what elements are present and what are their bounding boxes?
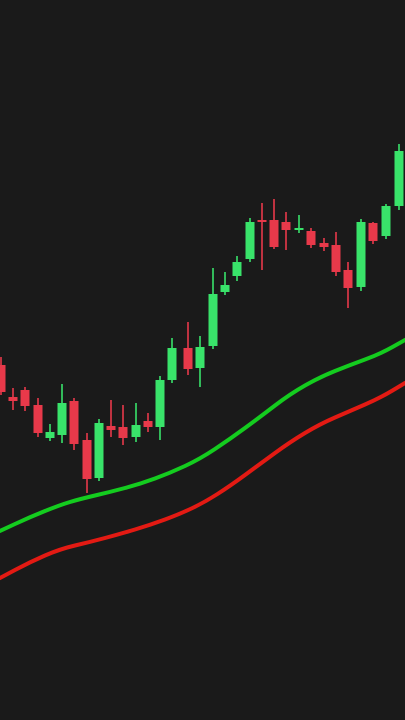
candle [208, 268, 218, 349]
candle-body-bullish [57, 403, 67, 435]
candles-layer [0, 144, 404, 493]
candle [33, 398, 43, 437]
candle [0, 357, 6, 395]
candle [82, 433, 92, 493]
candle-body-bullish [356, 222, 366, 287]
candle-body-bullish [195, 347, 205, 368]
candle [57, 384, 67, 443]
candle-body-bullish [394, 151, 404, 206]
candle [394, 144, 404, 210]
candle-body-bearish [33, 405, 43, 433]
candle-body-bearish [257, 220, 267, 222]
candle-body-bearish [368, 223, 378, 241]
candle-body-bearish [331, 245, 341, 272]
candle-body-bullish [232, 262, 242, 276]
candle-body-bearish [343, 270, 353, 288]
candle [269, 199, 279, 249]
candle [319, 238, 329, 251]
candle [45, 424, 55, 441]
candle [331, 232, 341, 276]
candle [343, 262, 353, 308]
candle-body-bearish [82, 440, 92, 479]
candle [306, 228, 316, 248]
candle [106, 400, 116, 437]
candle [20, 387, 30, 411]
candle-body-bearish [0, 365, 6, 392]
candle-body-bearish [69, 401, 79, 444]
moving-average-fast-line [0, 338, 405, 533]
candle [94, 419, 104, 481]
candle-body-bullish [131, 425, 141, 437]
candle [118, 405, 128, 445]
candle [281, 212, 291, 250]
candle-body-bearish [306, 231, 316, 245]
candle [183, 322, 193, 375]
candle [232, 256, 242, 281]
candle-body-bearish [8, 397, 18, 401]
candle [131, 403, 141, 442]
candle-body-bullish [294, 228, 304, 230]
candle-body-bullish [245, 222, 255, 259]
candle-body-bearish [143, 421, 153, 427]
candle [245, 218, 255, 262]
candle-body-bearish [319, 243, 329, 247]
moving-average-slow-line [0, 381, 405, 580]
candle-body-bullish [155, 380, 165, 427]
candle [195, 336, 205, 387]
moving-average-layer [0, 338, 405, 580]
candle-body-bullish [45, 432, 55, 438]
candle-body-bearish [106, 426, 116, 430]
candle [155, 376, 165, 440]
candle-body-bearish [20, 390, 30, 406]
candle-body-bearish [183, 348, 193, 369]
candle [8, 388, 18, 410]
candle-body-bullish [94, 423, 104, 478]
candle [294, 215, 304, 233]
candle-body-bullish [208, 294, 218, 346]
candle-body-bullish [167, 348, 177, 380]
candle [69, 398, 79, 450]
candle [381, 204, 391, 239]
candle [167, 338, 177, 383]
candle [220, 272, 230, 295]
candle-body-bearish [118, 427, 128, 438]
candle-body-bearish [281, 222, 291, 230]
candle-body-bullish [381, 206, 391, 236]
candle [143, 413, 153, 432]
candle-body-bullish [220, 285, 230, 292]
candle-body-bearish [269, 220, 279, 247]
candle [368, 222, 378, 244]
candle [257, 203, 267, 270]
candle [356, 219, 366, 291]
